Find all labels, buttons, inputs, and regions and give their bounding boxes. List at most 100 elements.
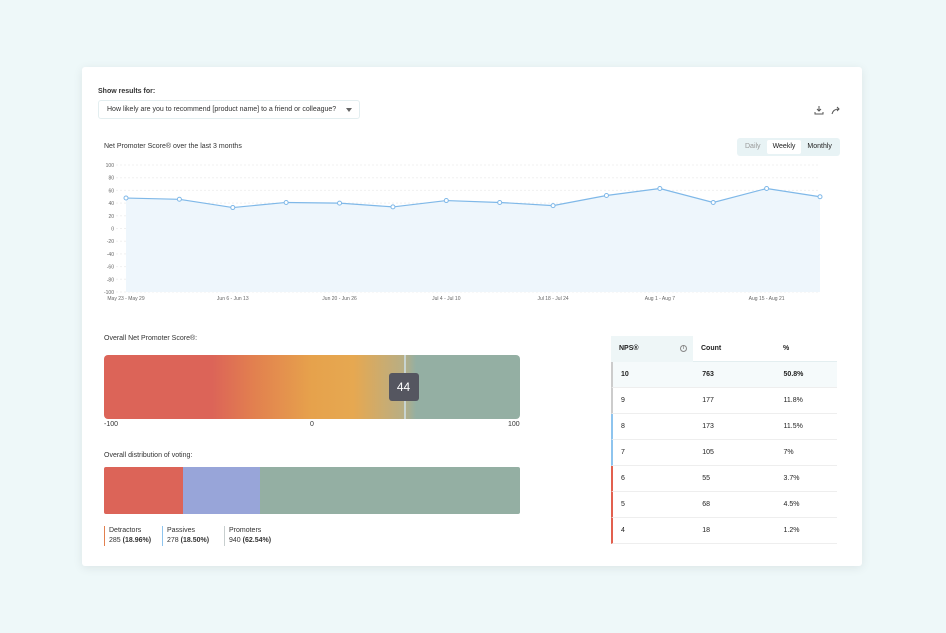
y-tick-label: 20	[108, 214, 114, 220]
data-point[interactable]	[230, 205, 236, 211]
cell-count: 55	[702, 475, 711, 482]
nps-table: NPS® i Count % 10 763 50.8% 9 177 11.8% 8 173 11.…	[611, 335, 837, 544]
y-tick-label: 40	[108, 201, 114, 207]
nps-card: Show results for: How likely are you to …	[82, 67, 862, 566]
legend-promoters: Promoters 940 (62.54%)	[224, 526, 271, 546]
data-point[interactable]	[497, 199, 503, 205]
nps-gauge: 44	[104, 355, 520, 419]
y-tick-label: 0	[111, 227, 114, 233]
y-tick-label: -100	[104, 290, 114, 296]
data-point[interactable]	[443, 198, 449, 204]
cell-pct: 3.7%	[783, 475, 800, 482]
table-row[interactable]: 8 173 11.5%	[611, 414, 837, 440]
cell-pct: 50.8%	[783, 371, 804, 378]
table-row[interactable]: 6 55 3.7%	[611, 466, 837, 492]
cell-pct: 11.5%	[783, 423, 803, 430]
trend-title: Net Promoter Score® over the last 3 mont…	[104, 143, 242, 150]
x-tick-label: Aug 15 - Aug 21	[749, 296, 785, 302]
share-icon[interactable]	[831, 105, 841, 115]
data-point[interactable]	[603, 192, 609, 198]
area-fill	[126, 188, 820, 292]
legend-name: Detractors	[109, 527, 142, 534]
table-row[interactable]: 7 105 7%	[611, 440, 837, 466]
x-tick-label: May 23 - May 29	[107, 296, 144, 302]
data-point[interactable]	[337, 200, 343, 206]
data-point[interactable]	[550, 203, 556, 209]
cell-count: 177	[702, 397, 714, 404]
cell-count: 173	[702, 423, 714, 430]
header-pct[interactable]: %	[783, 345, 790, 352]
series-line	[125, 187, 821, 209]
data-point[interactable]	[817, 194, 823, 200]
data-point[interactable]	[390, 204, 396, 210]
cell-pct: 11.8%	[783, 397, 803, 404]
download-icon[interactable]	[814, 105, 824, 115]
question-select-value: How likely are you to recommend [product…	[107, 106, 337, 113]
distribution-title: Overall distribution of voting:	[104, 452, 193, 459]
chevron-down-icon	[346, 108, 352, 112]
data-point[interactable]	[123, 195, 129, 201]
cell-nps: 8	[621, 423, 625, 430]
x-tick-label: Jul 18 - Jul 24	[538, 296, 569, 302]
data-point[interactable]	[710, 199, 716, 205]
x-tick-label: Jun 6 - Jun 13	[217, 296, 249, 302]
gauge-mid: 0	[310, 421, 314, 428]
cell-count: 18	[702, 527, 711, 534]
gauge-max: 100	[508, 421, 520, 428]
table-row[interactable]: 10 763 50.8%	[611, 362, 837, 388]
score-badge: 44	[388, 373, 419, 401]
y-tick-label: -40	[107, 252, 114, 258]
legend-count: 285	[109, 537, 121, 544]
legend-name: Passives	[167, 527, 196, 534]
period-daily[interactable]: Daily	[745, 143, 761, 150]
legend-pct: (18.50%)	[180, 537, 210, 544]
table-header: NPS® i Count %	[611, 335, 837, 362]
cell-pct: 1.2%	[783, 527, 800, 534]
y-tick-label: -60	[107, 265, 114, 271]
period-weekly[interactable]: Weekly	[766, 140, 802, 154]
legend-passives: Passives 278 (18.50%)	[162, 526, 209, 546]
cell-count: 68	[702, 501, 711, 508]
table-row[interactable]: 9 177 11.8%	[611, 388, 837, 414]
table-row[interactable]: 4 18 1.2%	[611, 518, 837, 544]
data-point[interactable]	[176, 196, 182, 202]
cell-nps: 4	[621, 527, 625, 534]
header-nps[interactable]: NPS®	[619, 345, 639, 352]
y-tick-label: 60	[108, 188, 114, 194]
y-tick-label: -20	[107, 239, 114, 245]
legend-name: Promoters	[229, 527, 262, 534]
legend-pct: (18.96%)	[122, 537, 152, 544]
data-point[interactable]	[764, 185, 770, 191]
period-monthly[interactable]: Monthly	[807, 143, 832, 150]
y-tick-label: 100	[106, 163, 115, 169]
cell-nps: 7	[621, 449, 625, 456]
x-tick-label: Jul 4 - Jul 10	[432, 296, 461, 302]
y-tick-label: -80	[107, 277, 114, 283]
cell-nps: 5	[621, 501, 625, 508]
cell-count: 763	[702, 371, 714, 378]
cell-nps: 6	[621, 475, 625, 482]
header-count[interactable]: Count	[701, 345, 722, 352]
overall-title: Overall Net Promoter Score®:	[104, 335, 198, 342]
cell-nps: 10	[621, 371, 629, 378]
legend-count: 940	[229, 537, 241, 544]
distribution-bar	[104, 467, 520, 514]
distribution-segment-promoters[interactable]	[259, 467, 520, 514]
distribution-segment-passives[interactable]	[182, 467, 260, 514]
cell-pct: 4.5%	[783, 501, 800, 508]
x-tick-label: Jun 20 - Jun 26	[322, 296, 357, 302]
x-tick-label: Aug 1 - Aug 7	[645, 296, 676, 302]
question-select[interactable]: How likely are you to recommend [product…	[98, 100, 360, 119]
y-tick-label: 80	[108, 176, 114, 182]
legend-detractors: Detractors 285 (18.96%)	[104, 526, 151, 546]
info-icon[interactable]: i	[680, 345, 687, 352]
table-row[interactable]: 5 68 4.5%	[611, 492, 837, 518]
show-results-label: Show results for:	[98, 88, 156, 95]
data-point[interactable]	[283, 199, 289, 205]
distribution-segment-detractors[interactable]	[104, 467, 183, 514]
cell-pct: 7%	[783, 449, 794, 456]
legend-pct: (62.54%)	[242, 537, 272, 544]
period-toggle: Daily Weekly Monthly	[737, 138, 840, 156]
data-point[interactable]	[657, 185, 663, 191]
